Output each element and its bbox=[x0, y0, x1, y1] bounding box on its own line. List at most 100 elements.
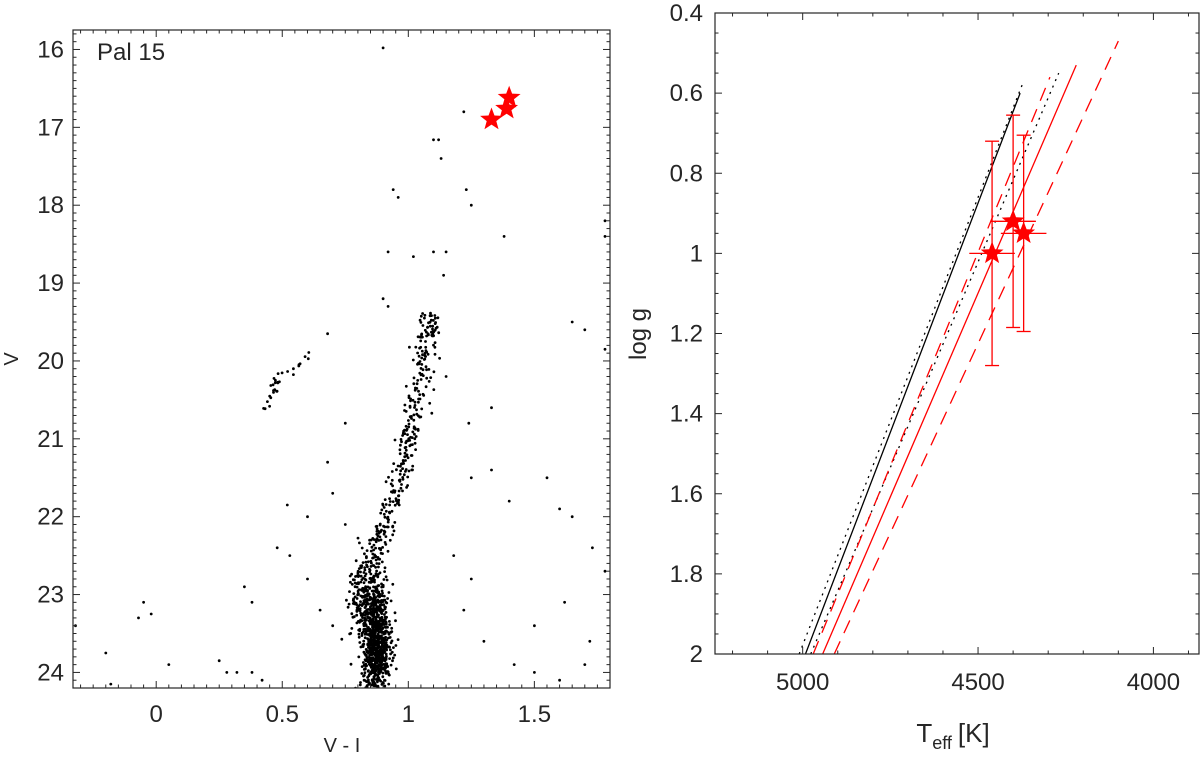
cmd-star-dot bbox=[380, 589, 384, 593]
cmd-star-dot bbox=[365, 555, 368, 558]
cmd-star-dot bbox=[372, 556, 375, 560]
cmd-star-dot bbox=[394, 497, 398, 500]
cmd-star-dot bbox=[362, 622, 366, 626]
cmd-star-dot bbox=[563, 600, 566, 604]
x-tick-label: 4500 bbox=[951, 669, 1004, 696]
right-x-tick-labels: 5000 4500 4000 bbox=[776, 669, 1180, 696]
cmd-star-dot bbox=[380, 634, 383, 638]
cmd-star-dot bbox=[363, 574, 367, 578]
cmd-star-dot bbox=[375, 701, 378, 704]
cmd-star-dot bbox=[366, 692, 369, 695]
cmd-star-dot bbox=[374, 588, 378, 592]
cmd-star-dot bbox=[393, 521, 397, 524]
cmd-star-dot bbox=[387, 699, 390, 702]
cmd-star-dot bbox=[364, 630, 368, 633]
cmd-star-dot bbox=[570, 515, 574, 519]
cmd-star-dot bbox=[428, 314, 432, 318]
red-star-marker bbox=[1001, 209, 1025, 232]
cmd-star-dot bbox=[405, 429, 408, 432]
cmd-star-dot bbox=[366, 708, 369, 711]
cmd-star-dot bbox=[376, 556, 380, 559]
cmd-star-dot bbox=[276, 372, 280, 375]
cmd-star-dot bbox=[359, 645, 363, 649]
cmd-star-dot bbox=[377, 565, 380, 569]
cmd-star-dot bbox=[371, 576, 375, 579]
cmd-star-dot bbox=[355, 585, 359, 589]
right-y-axis-label: log g bbox=[625, 308, 652, 360]
cmd-star-dot bbox=[383, 693, 386, 696]
cmd-star-dot bbox=[382, 506, 386, 509]
cmd-star-dot bbox=[417, 361, 420, 365]
cmd-star-dot bbox=[367, 669, 370, 673]
cmd-star-dot bbox=[373, 682, 377, 686]
cmd-star-dot bbox=[388, 497, 391, 500]
cmd-star-dot bbox=[364, 572, 368, 576]
cmd-star-dot bbox=[558, 678, 561, 682]
cmd-star-dot bbox=[365, 549, 369, 552]
cmd-star-dot bbox=[381, 503, 385, 507]
cmd-star-dot bbox=[357, 632, 361, 636]
cmd-star-dot bbox=[452, 554, 456, 557]
cmd-star-dot bbox=[288, 554, 292, 557]
cmd-star-dot bbox=[407, 425, 411, 429]
cmd-star-dot bbox=[372, 640, 375, 644]
cmd-star-dot bbox=[377, 676, 380, 679]
cmd-star-dot bbox=[376, 660, 379, 664]
cmd-star-dot bbox=[428, 324, 432, 328]
cmd-star-dot bbox=[437, 331, 441, 335]
cmd-star-dot bbox=[363, 566, 367, 569]
x-tick-label: 1.5 bbox=[518, 701, 551, 728]
cmd-star-dot bbox=[377, 562, 381, 565]
cmd-star-dot bbox=[372, 670, 375, 674]
cmd-star-dot bbox=[373, 663, 377, 666]
cmd-star-dot bbox=[275, 389, 279, 393]
cmd-star-dot bbox=[370, 561, 373, 565]
cmd-star-dot bbox=[403, 403, 407, 407]
cmd-star-dot bbox=[363, 632, 367, 636]
cmd-star-dot bbox=[389, 663, 393, 667]
cmd-star-dot bbox=[374, 693, 377, 696]
cmd-star-dot bbox=[273, 388, 277, 392]
cmd-star-dot bbox=[362, 581, 366, 585]
cmd-star-dot bbox=[419, 415, 423, 419]
cmd-star-dot bbox=[397, 503, 401, 507]
cmd-star-dot bbox=[397, 489, 401, 493]
isochrone-line bbox=[798, 80, 1025, 654]
cmd-star-dot bbox=[364, 648, 368, 651]
cmd-star-dot bbox=[372, 543, 376, 547]
cmd-star-dot bbox=[374, 646, 378, 650]
cmd-star-dot bbox=[414, 345, 418, 349]
cmd-star-dot bbox=[367, 674, 371, 678]
cmd-star-dot bbox=[360, 665, 364, 668]
cmd-star-dot bbox=[383, 515, 387, 519]
cmd-star-dot bbox=[368, 538, 371, 542]
cmd-star-dot bbox=[381, 712, 384, 715]
cmd-star-dot bbox=[413, 437, 417, 441]
cmd-star-dot bbox=[368, 627, 372, 631]
cmd-star-dot bbox=[421, 353, 424, 357]
cmd-star-dot bbox=[376, 642, 380, 646]
cmd-star-dot bbox=[369, 705, 372, 708]
cmd-star-dot bbox=[390, 639, 394, 643]
cmd-star-dot bbox=[381, 546, 384, 549]
cmd-star-dot bbox=[417, 400, 420, 404]
cmd-star-dot bbox=[401, 434, 404, 437]
red-star-marker bbox=[497, 85, 521, 108]
cmd-star-dot bbox=[399, 443, 402, 447]
cmd-star-dot bbox=[381, 671, 385, 675]
cmd-star-dot bbox=[433, 322, 437, 325]
cmd-star-dot bbox=[372, 564, 376, 567]
cmd-star-dot bbox=[378, 640, 382, 644]
cmd-star-dot bbox=[346, 605, 350, 609]
cmd-star-dot bbox=[533, 671, 536, 674]
cmd-star-dot bbox=[266, 400, 269, 403]
cmd-star-dot bbox=[399, 486, 403, 490]
cmd-star-dot bbox=[407, 394, 411, 398]
cmd-star-dot bbox=[404, 448, 408, 452]
cmd-star-dot bbox=[298, 362, 302, 366]
cmd-star-dot bbox=[384, 503, 388, 506]
cmd-star-dot bbox=[377, 584, 381, 587]
cmd-star-dot bbox=[434, 326, 438, 330]
cmd-star-dot bbox=[355, 608, 359, 612]
cmd-star-dot bbox=[372, 615, 376, 619]
